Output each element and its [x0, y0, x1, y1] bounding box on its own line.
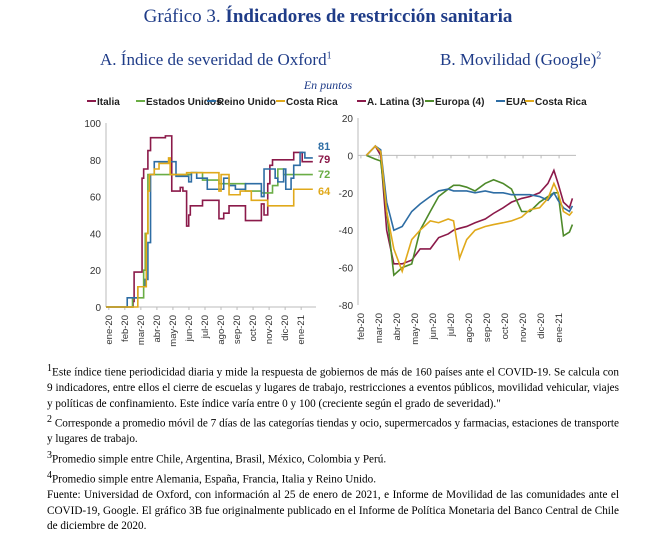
legend-label: Italia	[97, 97, 120, 108]
x-tick-label: sep-20	[482, 313, 493, 342]
footnote-text: Promedio simple entre Alemania, España, …	[52, 473, 377, 486]
chart-b: -80 -60 -40 -20 0 20 feb-20 mar-20 abr-20 may-20 j…	[339, 97, 588, 345]
footnote-1: 1Este índice tiene periodicidad diaria y…	[47, 361, 619, 412]
series-line-costa-rica	[365, 144, 574, 274]
footnote-marker: 1	[47, 363, 52, 374]
end-label: 79	[318, 154, 330, 166]
footnote-marker: 3	[47, 449, 52, 461]
subtitle-a: A. Índice de severidad de Oxford1	[100, 50, 332, 70]
legend-label: Reino Unido	[217, 97, 276, 108]
x-tick-label: jun-20	[428, 313, 439, 340]
subtitle-b: B. Movilidad (Google)2	[440, 50, 601, 70]
subtitle-b-sup: 2	[596, 50, 602, 62]
y-tick-label: -80	[339, 301, 354, 312]
footnote-text: Corresponde a promedio móvil de 7 días d…	[47, 417, 619, 446]
title-prefix: Gráfico 3.	[143, 6, 226, 27]
x-tick-label: oct-20	[500, 313, 511, 339]
y-tick-label: -40	[339, 226, 354, 237]
series-line-a-latina-3-	[365, 144, 574, 265]
x-tick-label: jun-20	[184, 315, 195, 342]
y-tick-label: -60	[339, 264, 354, 275]
legend-label: A. Latina (3)	[367, 97, 424, 108]
title-main: Índicadores de restricción sanitaria	[225, 6, 513, 27]
x-tick-label: dic-20	[536, 313, 547, 339]
series-line-eua	[365, 145, 574, 232]
x-tick-label: ago-20	[464, 313, 475, 343]
footnote-marker: 2	[47, 414, 52, 426]
x-tick-label: jul-20	[446, 313, 457, 337]
y-tick-label: 20	[342, 114, 354, 125]
subtitle-a-text: A. Índice de severidad de Oxford	[100, 50, 327, 69]
legend-label: EUA	[506, 97, 527, 108]
y-tick-label: -20	[339, 189, 354, 200]
footnote-text: Promedio simple entre Chile, Argentina, …	[52, 453, 387, 466]
footnotes: 1Este índice tiene periodicidad diaria y…	[47, 361, 619, 535]
footnote-2: 2 Corresponde a promedio móvil de 7 días…	[47, 412, 619, 448]
x-tick-label: nov-20	[518, 313, 529, 342]
y-tick-label: 100	[84, 119, 101, 130]
legend-label: Costa Rica	[286, 97, 338, 108]
footnote-marker: 4	[47, 470, 52, 482]
subtitle-a-sup: 1	[326, 50, 332, 62]
x-tick-label: abr-20	[152, 315, 163, 342]
legend-label: Europa (4)	[435, 97, 484, 108]
x-tick-label: dic-20	[280, 315, 291, 341]
unit-label: En puntos	[303, 78, 353, 92]
x-tick-label: mar-20	[136, 315, 147, 345]
y-tick-label: 60	[90, 193, 102, 204]
x-tick-label: ene-20	[104, 315, 115, 345]
end-label: 64	[318, 186, 331, 198]
x-tick-label: may-20	[410, 313, 421, 345]
chart-a: 0 20 40 60 80 100 ene-20 feb-20 mar-20 abr-20 may-…	[84, 97, 338, 347]
series-line-estados-unidos	[106, 168, 313, 308]
series-line-costa-rica	[106, 157, 313, 308]
x-tick-label: ago-20	[216, 315, 227, 345]
end-label: 72	[318, 169, 330, 181]
x-tick-label: sep-20	[232, 315, 243, 344]
subtitle-b-text: B. Movilidad (Google)	[440, 50, 597, 69]
y-tick-label: 0	[95, 303, 101, 314]
series-line-reino-unido	[106, 151, 313, 308]
figure-title: Gráfico 3. Índicadores de restricción sa…	[0, 6, 656, 28]
legend-label: Estados Unidos	[146, 97, 222, 108]
x-tick-label: feb-20	[356, 313, 367, 340]
footnote-4: 4Promedio simple entre Alemania, España,…	[47, 468, 619, 488]
x-tick-label: ene-21	[554, 313, 565, 343]
series-line-italia	[106, 135, 313, 308]
x-tick-label: abr-20	[392, 313, 403, 340]
end-label: 81	[318, 141, 330, 153]
legend-label: Costa Rica	[535, 97, 587, 108]
x-tick-label: nov-20	[264, 315, 275, 344]
x-tick-label: may-20	[168, 315, 179, 347]
y-tick-label: 80	[90, 156, 102, 167]
y-tick-label: 20	[90, 266, 102, 277]
charts-svg: 0 20 40 60 80 100 ene-20 feb-20 mar-20 abr-20 may-…	[84, 97, 588, 347]
footnote-5: Fuente: Universidad de Oxford, con infor…	[47, 488, 619, 535]
y-tick-label: 0	[347, 151, 353, 162]
x-tick-label: jul-20	[200, 315, 211, 339]
footnote-text: Este índice tiene periodicidad diaria y …	[47, 366, 619, 410]
y-tick-label: 40	[90, 229, 102, 240]
x-tick-label: oct-20	[248, 315, 259, 341]
series-line-europa-4-	[366, 154, 574, 277]
x-tick-label: ene-21	[296, 315, 307, 345]
footnote-3: 3Promedio simple entre Chile, Argentina,…	[47, 448, 619, 468]
footnote-text: Fuente: Universidad de Oxford, con infor…	[47, 489, 619, 533]
x-tick-label: mar-20	[374, 313, 385, 343]
x-tick-label: feb-20	[120, 315, 131, 342]
